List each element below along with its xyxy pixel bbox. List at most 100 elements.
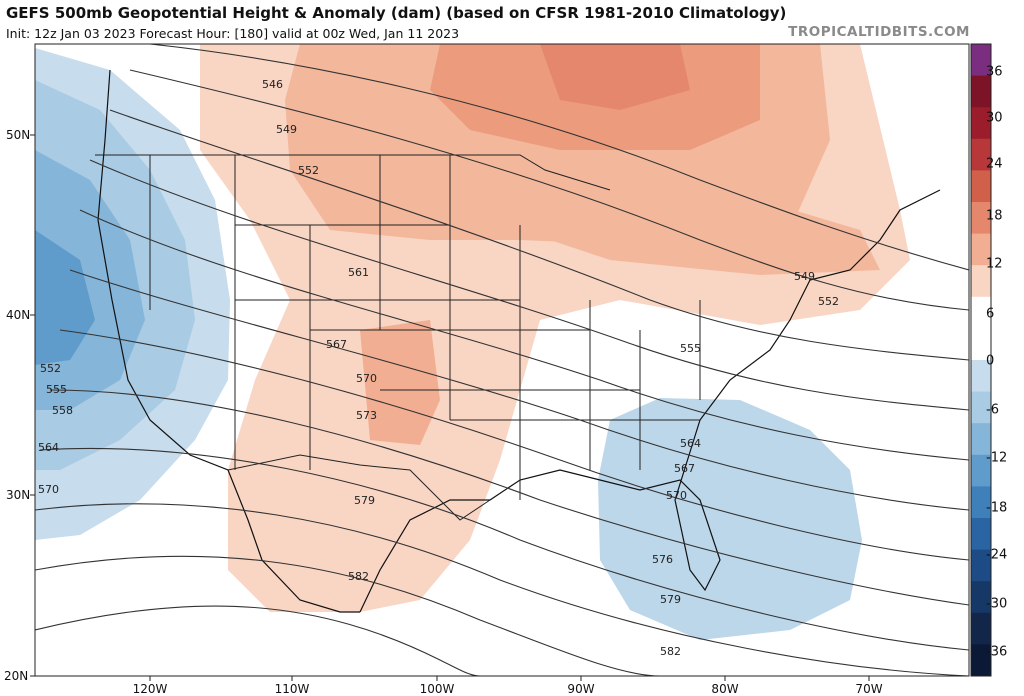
contour-label: 552	[40, 362, 61, 375]
contour-label: 561	[348, 266, 369, 279]
colorbar-label: 18	[986, 208, 1003, 224]
colorbar-segment	[971, 486, 991, 519]
contour-label: 555	[680, 342, 701, 355]
contour-label: 558	[52, 404, 73, 417]
contour-label: 564	[38, 441, 59, 454]
contour-label-group: 546 549 552 561 567 570 573 579 582 549 …	[38, 78, 839, 658]
colorbar-segment	[971, 233, 991, 266]
coastlines	[97, 69, 941, 613]
lat-label-50n: 50N	[6, 128, 31, 142]
colorbar-segment	[971, 138, 991, 171]
colorbar-segment	[971, 75, 991, 108]
lat-label-20n: 20N	[4, 669, 29, 683]
colorbar-frame	[970, 43, 992, 677]
colorbar-segment	[971, 423, 991, 456]
lat-label-40n: 40N	[6, 308, 31, 322]
map-frame	[34, 43, 970, 677]
colorbar-label: 30	[986, 110, 1003, 126]
colorbar-segment	[971, 549, 991, 582]
contour-549	[129, 69, 969, 311]
colorbar-segment	[971, 360, 991, 393]
contour-573	[35, 503, 969, 676]
contour-label: 564	[680, 437, 701, 450]
colorbar-label: -12	[986, 450, 1008, 466]
colorbar-segment	[971, 296, 991, 329]
colorbar-segment	[971, 265, 991, 298]
contour-label: 570	[38, 483, 59, 496]
contour-570	[39, 447, 969, 651]
contour-label: 573	[356, 409, 377, 422]
contour-label: 552	[298, 164, 319, 177]
colorbar-label: -18	[986, 500, 1008, 516]
contour-label: 549	[276, 123, 297, 136]
lon-label-90w: 90W	[567, 682, 595, 696]
anomaly-west-minus24	[35, 230, 95, 365]
colorbar-label: -6	[986, 402, 999, 418]
colorbar-label: -24	[986, 547, 1008, 563]
state-borders	[95, 154, 701, 521]
lon-label-100w: 100W	[419, 682, 455, 696]
colorbar-label: 6	[986, 306, 995, 322]
chart-title: GEFS 500mb Geopotential Height & Anomaly…	[6, 4, 787, 22]
contour-label: 552	[818, 295, 839, 308]
lon-label-80w: 80W	[711, 682, 739, 696]
contour-label: 579	[354, 494, 375, 507]
colorbar-label: 12	[986, 256, 1003, 272]
anomaly-24-zone	[540, 44, 690, 110]
contour-label: 582	[660, 645, 681, 658]
colorbar-label: -36	[986, 644, 1008, 660]
lon-label-110w: 110W	[274, 682, 310, 696]
positive-anomaly-field	[200, 44, 910, 612]
colorbar-segment	[971, 107, 991, 140]
colorbar-segment	[971, 202, 991, 235]
anomaly-southeast-minus6	[598, 398, 862, 640]
colorbar-segment	[971, 170, 991, 203]
colorbar-label: 36	[986, 64, 1003, 80]
contour-558	[79, 209, 969, 461]
negative-anomaly-field	[35, 48, 862, 640]
contour-label: 582	[348, 570, 369, 583]
contour-label: 546	[262, 78, 283, 91]
colorbar-segment	[971, 391, 991, 424]
contour-552	[109, 109, 969, 361]
colorbar-label: 24	[986, 156, 1003, 172]
colorbar-segment	[971, 581, 991, 614]
axis-ticks	[30, 134, 870, 681]
contour-546	[149, 44, 969, 271]
colorbar-segment	[971, 328, 991, 361]
contour-label: 567	[674, 462, 695, 475]
colorbar	[971, 44, 991, 677]
colorbar-segment	[971, 644, 991, 677]
colorbar-segment	[971, 44, 991, 77]
contour-564	[59, 329, 969, 561]
canada-border	[95, 154, 611, 191]
lon-label-120w: 120W	[132, 682, 168, 696]
chart-subtitle: Init: 12z Jan 03 2023 Forecast Hour: [18…	[6, 26, 460, 41]
contour-label: 549	[794, 270, 815, 283]
colorbar-label: -30	[986, 596, 1008, 612]
contour-label: 570	[356, 372, 377, 385]
contour-555	[89, 159, 969, 411]
contour-label: 579	[660, 593, 681, 606]
mexico-border	[227, 454, 491, 521]
contour-label: 570	[666, 489, 687, 502]
contour-label: 567	[326, 338, 347, 351]
contour-label: 576	[652, 553, 673, 566]
lon-label-70w: 70W	[855, 682, 883, 696]
contour-label: 555	[46, 383, 67, 396]
colorbar-segment	[971, 518, 991, 551]
brand-watermark: TROPICALTIDBITS.COM	[788, 24, 970, 40]
contour-576	[35, 555, 661, 676]
interior-borders	[149, 155, 701, 500]
colorbar-segment	[971, 454, 991, 487]
interior-parallels	[235, 224, 700, 421]
colorbar-label: 0	[986, 353, 995, 369]
pacific-coast	[97, 69, 360, 613]
lat-label-30n: 30N	[6, 488, 31, 502]
contour-579	[35, 605, 481, 676]
contour-567	[49, 389, 969, 606]
gulf-atlantic-coast	[359, 189, 941, 613]
colorbar-segment	[971, 612, 991, 645]
contour-561	[69, 269, 969, 511]
